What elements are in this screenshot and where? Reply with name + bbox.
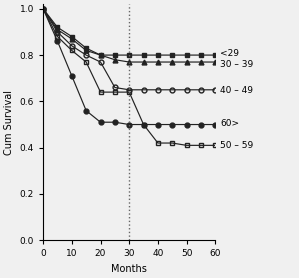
Text: 50 – 59: 50 – 59 — [220, 141, 254, 150]
Text: 60>: 60> — [220, 119, 239, 128]
Text: 40 – 49: 40 – 49 — [220, 86, 254, 95]
Y-axis label: Cum Survival: Cum Survival — [4, 90, 14, 155]
Text: 30 – 39: 30 – 39 — [220, 60, 254, 69]
Text: <29: <29 — [220, 49, 239, 58]
X-axis label: Months: Months — [111, 264, 147, 274]
